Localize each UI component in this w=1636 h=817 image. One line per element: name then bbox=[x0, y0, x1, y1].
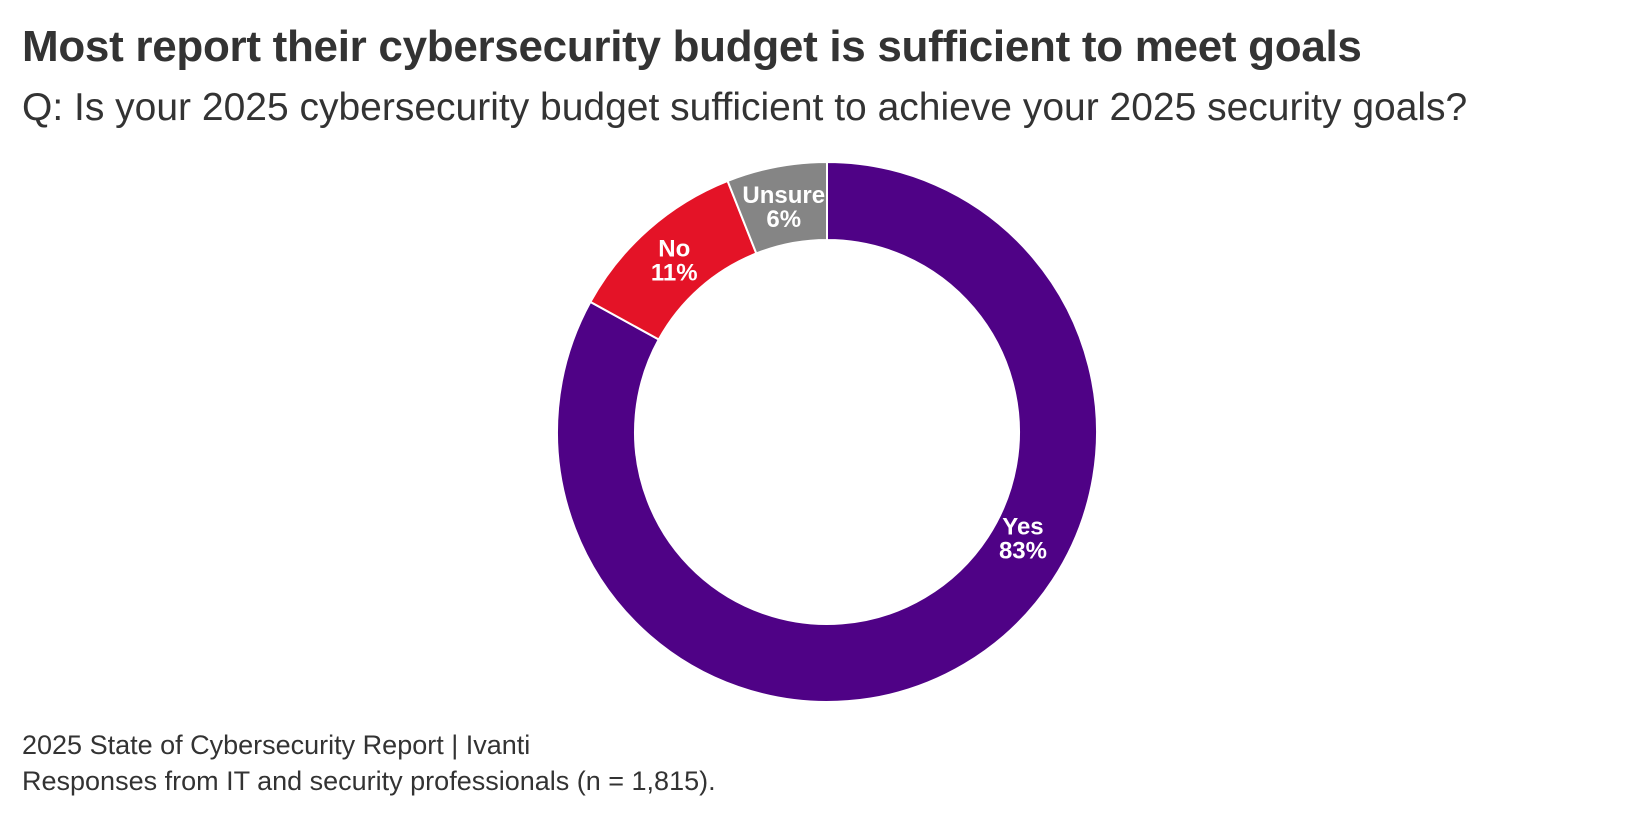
slice-yes bbox=[556, 160, 1098, 703]
slice-label-no: No bbox=[658, 236, 690, 263]
slice-value-no: 11% bbox=[651, 260, 698, 287]
slice-value-unsure: 6% bbox=[766, 206, 801, 233]
source-text: 2025 State of Cybersecurity Report | Iva… bbox=[22, 730, 531, 760]
slice-label-yes: Yes bbox=[1002, 513, 1043, 540]
slice-value-yes: 83% bbox=[999, 537, 1047, 564]
chart-subtitle: Q: Is your 2025 cybersecurity budget suf… bbox=[22, 86, 1468, 129]
slice-unsure bbox=[726, 160, 828, 255]
sample-note: Responses from IT and security professio… bbox=[22, 766, 716, 796]
slice-label-unsure: Unsure bbox=[742, 182, 825, 209]
chart-title: Most report their cybersecurity budget i… bbox=[22, 22, 1362, 71]
